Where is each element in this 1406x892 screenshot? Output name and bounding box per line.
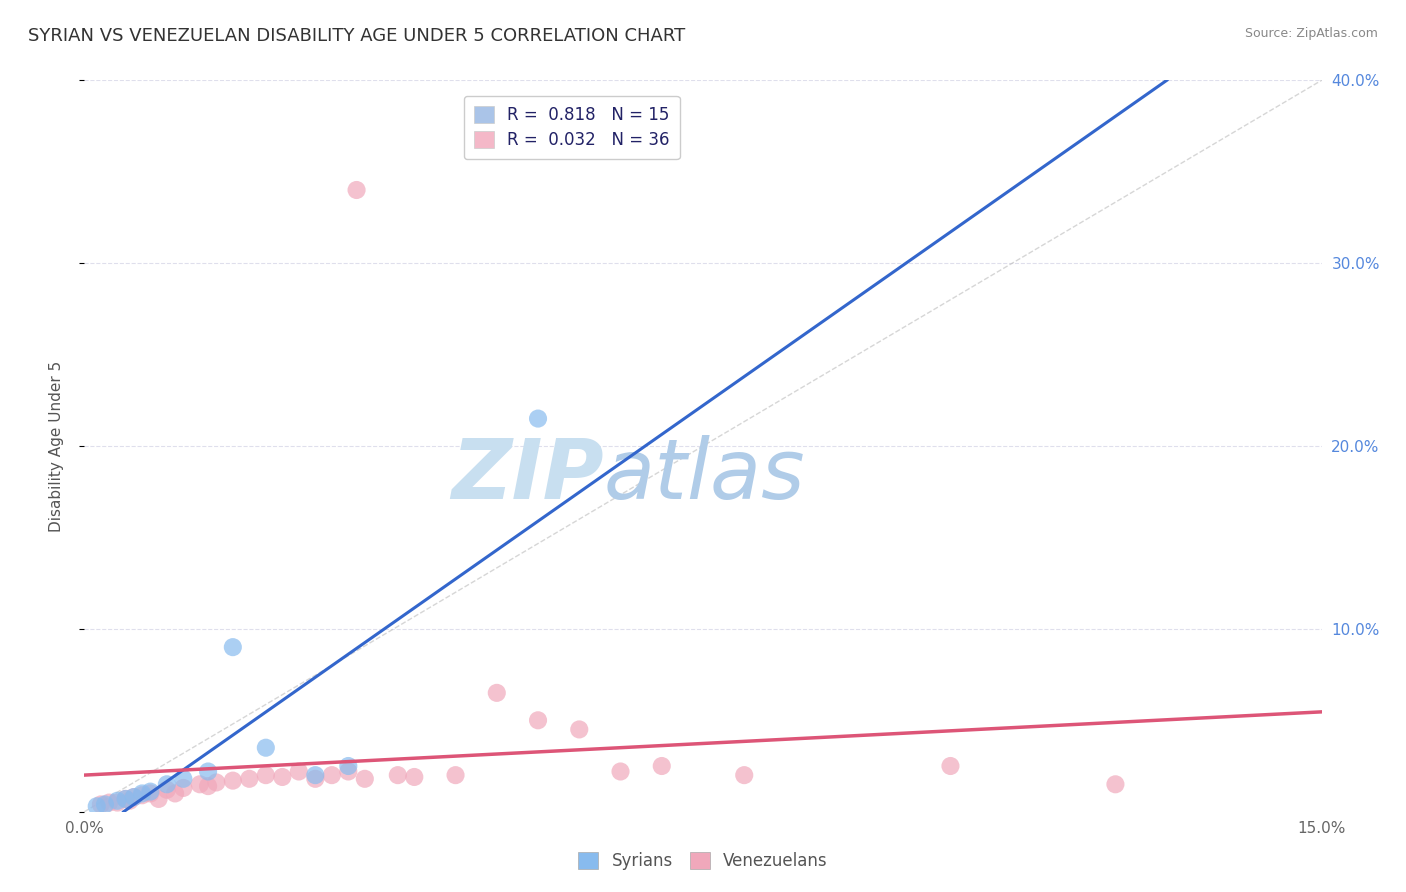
Point <box>321 768 343 782</box>
Point <box>94 797 117 812</box>
Point <box>122 790 145 805</box>
Point <box>98 796 121 810</box>
Point <box>337 759 360 773</box>
Point <box>131 789 153 803</box>
Point <box>387 768 409 782</box>
Point <box>122 790 145 805</box>
Point <box>288 764 311 779</box>
Point <box>939 759 962 773</box>
Point <box>105 794 128 808</box>
Point <box>114 792 136 806</box>
Point <box>222 640 245 655</box>
Text: atlas: atlas <box>605 434 806 516</box>
Legend: Syrians, Venezuelans: Syrians, Venezuelans <box>572 845 834 877</box>
Point <box>105 796 128 810</box>
Point <box>254 768 277 782</box>
Text: SYRIAN VS VENEZUELAN DISABILITY AGE UNDER 5 CORRELATION CHART: SYRIAN VS VENEZUELAN DISABILITY AGE UNDE… <box>28 27 685 45</box>
Point <box>165 787 187 801</box>
Point <box>172 772 194 786</box>
Point <box>337 764 360 779</box>
Point <box>568 723 591 737</box>
Point <box>90 797 112 812</box>
Point <box>197 764 219 779</box>
Text: Source: ZipAtlas.com: Source: ZipAtlas.com <box>1244 27 1378 40</box>
Point <box>86 799 108 814</box>
Point <box>353 772 375 786</box>
Point <box>527 714 550 728</box>
Point <box>172 780 194 795</box>
Point <box>346 183 368 197</box>
Point <box>118 794 141 808</box>
Point <box>131 787 153 801</box>
Point <box>114 792 136 806</box>
Point <box>238 772 260 786</box>
Point <box>485 686 508 700</box>
Point <box>254 740 277 755</box>
Point <box>304 768 326 782</box>
Point <box>205 775 228 789</box>
Point <box>148 792 170 806</box>
Point <box>156 777 179 791</box>
Point <box>222 773 245 788</box>
Point <box>139 784 162 798</box>
Point <box>156 782 179 797</box>
Y-axis label: Disability Age Under 5: Disability Age Under 5 <box>49 360 63 532</box>
Point <box>404 770 426 784</box>
Point <box>188 777 211 791</box>
Point <box>1104 777 1126 791</box>
Point <box>527 411 550 425</box>
Point <box>197 779 219 793</box>
Point <box>304 772 326 786</box>
Point <box>139 787 162 801</box>
Point <box>271 770 294 784</box>
Point <box>651 759 673 773</box>
Point <box>733 768 755 782</box>
Point <box>444 768 467 782</box>
Point <box>609 764 631 779</box>
Text: ZIP: ZIP <box>451 434 605 516</box>
